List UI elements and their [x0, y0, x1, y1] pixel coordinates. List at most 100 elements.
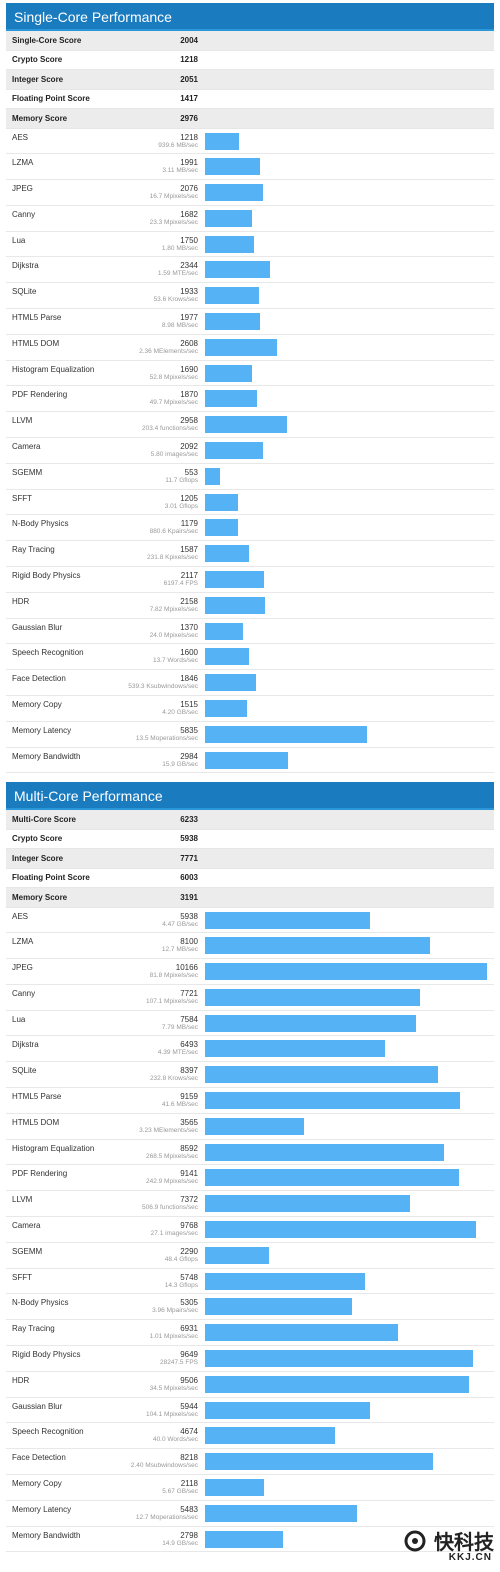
benchmark-bar — [205, 1169, 459, 1187]
benchmark-name: Camera — [12, 1221, 41, 1231]
benchmark-name: Rigid Body Physics — [12, 571, 81, 581]
benchmark-rate: 939.6 MB/sec — [158, 141, 198, 149]
benchmark-rate: 880.6 Kpairs/sec — [149, 528, 198, 536]
benchmark-name: SFFT — [12, 493, 32, 503]
benchmark-bar — [205, 937, 430, 955]
benchmark-name: Memory Latency — [12, 1504, 72, 1514]
summary-row: Memory Score 2976 — [6, 109, 494, 129]
summary-row: Crypto Score 5938 — [6, 830, 494, 849]
benchmark-name: Gaussian Blur — [12, 622, 63, 632]
benchmark-row: LZMA 8100 12.7 MB/sec — [6, 933, 494, 960]
benchmark-score: 7584 — [180, 1014, 198, 1024]
benchmark-bar — [205, 545, 249, 563]
benchmark-row: HDR 9506 34.5 Mpixels/sec — [6, 1372, 494, 1398]
benchmark-row: Memory Copy 1515 4.20 GB/sec — [6, 696, 494, 722]
benchmark-row: Canny 7721 107.1 Mpixels/sec — [6, 985, 494, 1011]
single-core-benchmarks: AES 1218 939.6 MB/sec LZMA 1991 3.11 MB/sec JP… — [6, 129, 494, 774]
benchmark-score: 8592 — [180, 1143, 198, 1153]
benchmark-rate: 5.67 GB/sec — [162, 1488, 198, 1496]
benchmark-rate: 3.01 Gflops — [164, 502, 198, 510]
benchmark-row: Ray Tracing 6931 1.01 Mpixels/sec — [6, 1320, 494, 1347]
benchmark-bar — [205, 261, 270, 279]
benchmark-score: 8100 — [180, 937, 198, 947]
benchmark-bar — [205, 390, 257, 408]
benchmark-row: Rigid Body Physics 9649 28247.5 FPS — [6, 1346, 494, 1372]
benchmark-rate: 16.7 Mpixels/sec — [149, 193, 198, 201]
benchmark-rate: 4.20 GB/sec — [162, 709, 198, 717]
benchmark-rate: 1.59 MTE/sec — [157, 270, 198, 278]
benchmark-score: 2118 — [180, 1479, 198, 1489]
benchmark-score: 7721 — [180, 988, 198, 998]
benchmark-bar — [205, 988, 420, 1006]
benchmark-bar — [205, 1530, 283, 1548]
benchmark-bar — [205, 1195, 410, 1213]
benchmark-score: 1870 — [180, 390, 198, 400]
benchmark-row: Dijkstra 2344 1.59 MTE/sec — [6, 257, 494, 284]
benchmark-bar — [205, 158, 260, 176]
benchmark-bar — [205, 1401, 370, 1419]
benchmark-bar — [205, 1246, 269, 1264]
benchmark-row: Lua 7584 7.79 MB/sec — [6, 1011, 494, 1037]
benchmark-rate: 24.0 Mpixels/sec — [149, 631, 198, 639]
benchmark-bar — [205, 1324, 398, 1342]
benchmark-name: Lua — [12, 235, 26, 245]
benchmark-rate: 52.8 Mpixels/sec — [149, 373, 198, 381]
benchmark-score: 3565 — [180, 1117, 198, 1127]
benchmark-bar — [205, 1014, 416, 1032]
summary-value: 2051 — [180, 74, 198, 84]
summary-value: 2976 — [180, 113, 198, 123]
benchmark-bar — [205, 1040, 385, 1058]
benchmark-score: 5835 — [180, 725, 198, 735]
benchmark-score: 1600 — [180, 648, 198, 658]
benchmark-name: Face Detection — [12, 1453, 66, 1463]
benchmark-row: LZMA 1991 3.11 MB/sec — [6, 154, 494, 181]
benchmark-rate: 13.5 Moperations/sec — [135, 734, 198, 742]
benchmark-row: SFFT 1205 3.01 Gflops — [6, 490, 494, 516]
benchmark-name: Gaussian Blur — [12, 1401, 63, 1411]
single-core-header: Single-Core Performance — [6, 3, 494, 31]
benchmark-name: PDF Rendering — [12, 390, 68, 400]
benchmark-rate: 23.3 Mpixels/sec — [149, 218, 198, 226]
benchmark-row: HTML5 DOM 3565 3.23 MElements/sec — [6, 1114, 494, 1140]
benchmark-rate: 1.80 MB/sec — [161, 244, 198, 252]
benchmark-score: 2984 — [180, 751, 198, 761]
benchmark-row: Lua 1750 1.80 MB/sec — [6, 232, 494, 258]
benchmark-bar — [205, 911, 370, 929]
benchmark-name: HDR — [12, 596, 30, 606]
benchmark-rate: 2.40 Msubwindows/sec — [130, 1462, 198, 1470]
benchmark-rate: 34.5 Mpixels/sec — [149, 1384, 198, 1392]
benchmark-score: 1587 — [180, 545, 198, 555]
benchmark-score: 1750 — [180, 235, 198, 245]
benchmark-score: 2608 — [180, 338, 198, 348]
benchmark-name: AES — [12, 132, 29, 142]
benchmark-bar — [205, 1504, 357, 1522]
benchmark-score: 2798 — [180, 1530, 198, 1540]
benchmark-name: HDR — [12, 1375, 30, 1385]
summary-label: Multi-Core Score — [12, 814, 77, 824]
summary-value: 1218 — [180, 55, 198, 65]
benchmark-bar — [205, 235, 254, 253]
benchmark-rate: 7.82 Mpixels/sec — [149, 605, 198, 613]
benchmark-name: SQLite — [12, 287, 37, 297]
benchmark-name: Rigid Body Physics — [12, 1350, 81, 1360]
benchmark-name: Memory Copy — [12, 1479, 62, 1489]
benchmark-name: N-Body Physics — [12, 519, 69, 529]
benchmark-bar — [205, 1298, 352, 1316]
benchmark-score: 1218 — [180, 132, 198, 142]
benchmark-bar — [205, 596, 265, 614]
benchmark-name: Canny — [12, 988, 36, 998]
summary-value: 5938 — [180, 834, 198, 844]
benchmark-bar — [205, 1350, 473, 1368]
benchmark-name: HTML5 DOM — [12, 338, 60, 348]
benchmark-row: Gaussian Blur 1370 24.0 Mpixels/sec — [6, 619, 494, 645]
benchmark-rate: 12.7 Moperations/sec — [135, 1513, 198, 1521]
benchmark-bar — [205, 571, 264, 589]
benchmark-score: 7372 — [180, 1195, 198, 1205]
benchmark-row: Rigid Body Physics 2117 6197.4 FPS — [6, 567, 494, 593]
benchmark-rate: 506.9 functions/sec — [141, 1204, 198, 1212]
benchmark-rate: 104.1 Mpixels/sec — [145, 1410, 198, 1418]
benchmark-row: HTML5 Parse 1977 8.98 MB/sec — [6, 309, 494, 335]
benchmark-score: 2117 — [180, 571, 198, 581]
benchmark-bar — [205, 209, 252, 227]
summary-row: Floating Point Score 6003 — [6, 869, 494, 888]
